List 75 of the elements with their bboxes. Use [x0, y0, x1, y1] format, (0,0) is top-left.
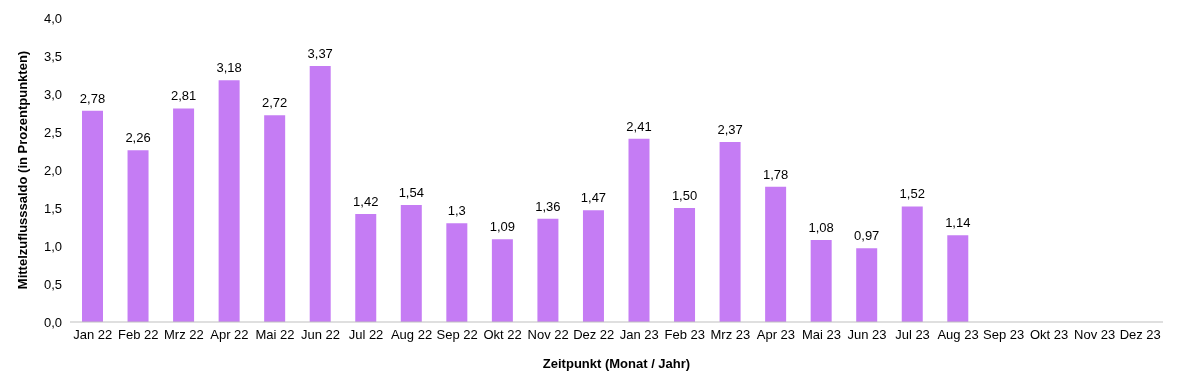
bar — [309, 65, 331, 322]
x-tick-label: Sep 22 — [436, 327, 478, 343]
x-tick-label: Mai 22 — [255, 327, 295, 343]
bar — [491, 239, 513, 322]
x-tick-label: Nov 22 — [527, 327, 569, 343]
data-label: 2,81 — [170, 88, 197, 104]
bar — [810, 239, 832, 322]
data-label: 1,50 — [671, 188, 698, 203]
x-tick-label: Apr 22 — [210, 327, 249, 343]
data-label: 1,42 — [353, 194, 379, 210]
bar — [582, 210, 604, 322]
x-tick-label: Mai 23 — [801, 327, 841, 343]
bar — [674, 208, 696, 322]
x-axis-title: Zeitpunkt (Monat / Jahr) — [542, 356, 691, 371]
x-tick-label: Mrz 22 — [163, 327, 204, 343]
data-label: 1,54 — [398, 184, 424, 200]
bar — [901, 206, 923, 322]
y-tick-label: 2,5 — [43, 124, 62, 140]
data-label: 2,37 — [717, 121, 743, 137]
y-tick-label: 2,0 — [43, 162, 62, 178]
x-tick-label: Jun 22 — [300, 327, 340, 343]
bar — [856, 248, 878, 322]
x-tick-label: Okt 23 — [1030, 327, 1069, 343]
data-label: 2,26 — [125, 130, 151, 146]
x-tick-label: Mrz 23 — [710, 327, 751, 343]
data-label: 2,78 — [79, 90, 106, 106]
data-label: 3,37 — [307, 45, 333, 61]
x-tick-label: Feb 22 — [118, 327, 159, 343]
bar — [446, 223, 468, 322]
bar — [82, 110, 103, 322]
y-tick-label: 1,0 — [43, 238, 62, 254]
x-tick-label: Jul 22 — [348, 327, 384, 343]
x-tick-label: Aug 23 — [937, 327, 979, 343]
x-tick-label: Sep 23 — [983, 327, 1025, 343]
bar — [400, 204, 422, 322]
bar — [765, 186, 787, 322]
x-tick-label: Jan 23 — [619, 327, 659, 343]
data-label: 1,78 — [762, 166, 789, 182]
x-tick-label: Jan 22 — [73, 327, 113, 343]
x-tick-label: Dez 23 — [1119, 327, 1161, 343]
data-label: 2,72 — [262, 95, 288, 111]
data-label: 3,18 — [216, 60, 242, 76]
bar — [127, 150, 149, 322]
bar — [719, 141, 741, 322]
x-tick-label: Nov 23 — [1074, 327, 1116, 343]
y-tick-label: 0,0 — [43, 314, 62, 330]
bar — [947, 235, 969, 322]
y-tick-label: 1,5 — [43, 200, 62, 216]
y-axis-title: Mittelzuflusssaldo (in Prozentpunkten) — [14, 50, 30, 290]
data-label: 0,97 — [854, 228, 880, 244]
bar — [218, 80, 240, 322]
data-label: 2,41 — [626, 118, 652, 134]
x-tick-label: Apr 23 — [756, 327, 796, 343]
x-tick-label: Dez 22 — [573, 327, 615, 343]
bar — [173, 108, 195, 322]
data-label: 1,14 — [945, 215, 971, 231]
data-label: 1,52 — [899, 186, 925, 202]
bar — [628, 138, 650, 322]
data-label: 1,47 — [580, 190, 607, 206]
data-label: 1,3 — [447, 203, 466, 219]
y-tick-label: 4,0 — [43, 10, 62, 26]
bar — [537, 218, 559, 322]
x-tick-label: Okt 22 — [483, 327, 522, 343]
x-tick-label: Feb 23 — [664, 327, 706, 343]
data-label: 1,09 — [489, 219, 516, 235]
x-tick-label: Jul 23 — [895, 327, 930, 343]
y-tick-label: 0,5 — [43, 276, 62, 292]
x-tick-label: Jun 23 — [847, 327, 887, 343]
bar — [355, 214, 377, 322]
data-label: 1,08 — [808, 219, 834, 235]
y-tick-label: 3,0 — [43, 86, 62, 102]
bar — [264, 115, 286, 322]
y-tick-label: 3,5 — [43, 48, 62, 64]
x-tick-label: Aug 22 — [390, 327, 433, 343]
data-label: 1,36 — [535, 198, 561, 214]
